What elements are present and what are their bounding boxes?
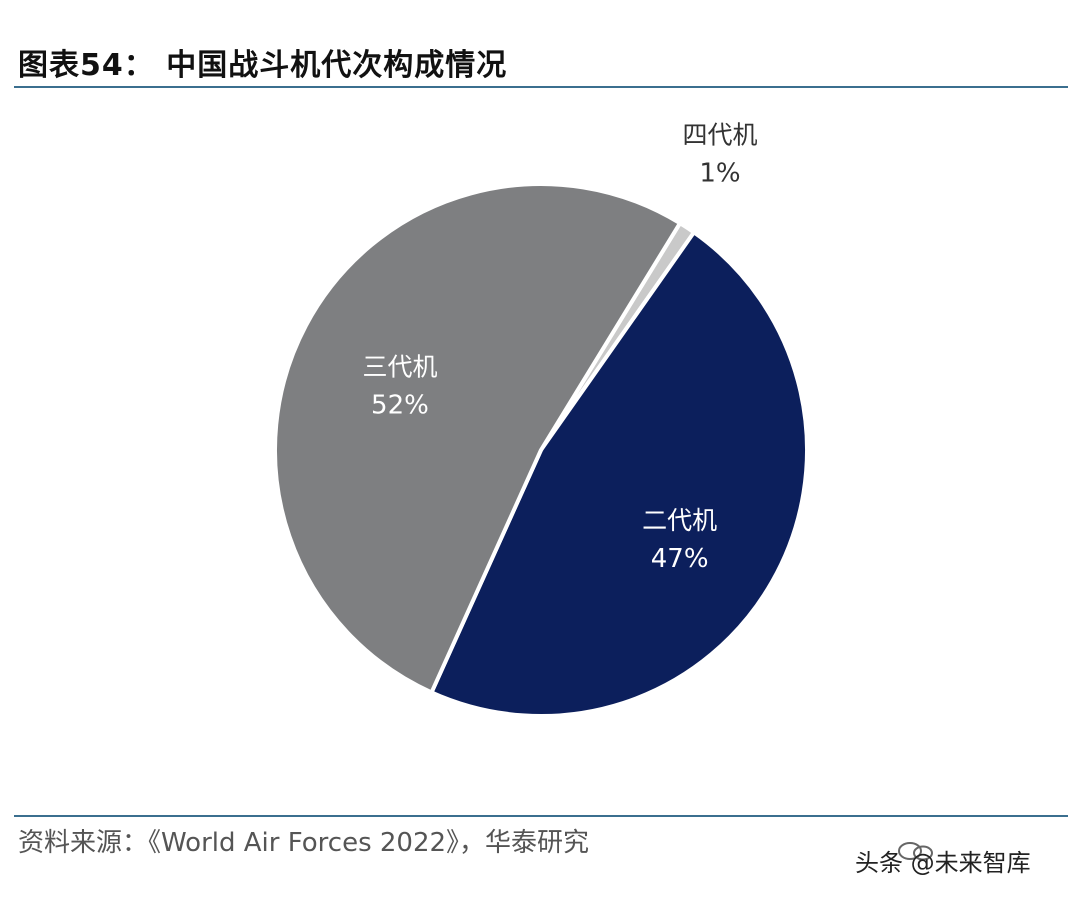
chart-title: 图表54： 中国战斗机代次构成情况 <box>18 48 508 83</box>
source-note: 资料来源：《World Air Forces 2022》，华泰研究 <box>18 828 590 858</box>
bottom-divider <box>14 815 1068 817</box>
slice-value-1: 47% <box>651 544 709 574</box>
top-divider <box>14 86 1068 88</box>
slice-label-0: 四代机 <box>682 121 757 150</box>
slice-value-2: 52% <box>371 390 429 420</box>
slice-label-2: 三代机 <box>362 352 437 381</box>
pie-slice-1 <box>429 230 809 718</box>
pie-labels: 四代机 1% 二代机 47% 三代机 52% <box>362 121 757 575</box>
watermark: 头条 @未来智库 <box>855 849 1031 877</box>
slice-label-1: 二代机 <box>642 506 717 535</box>
slice-value-0: 1% <box>699 159 740 189</box>
wechat-icon <box>898 842 933 861</box>
pie-slice-2 <box>273 182 682 695</box>
pie-slices <box>273 182 809 718</box>
